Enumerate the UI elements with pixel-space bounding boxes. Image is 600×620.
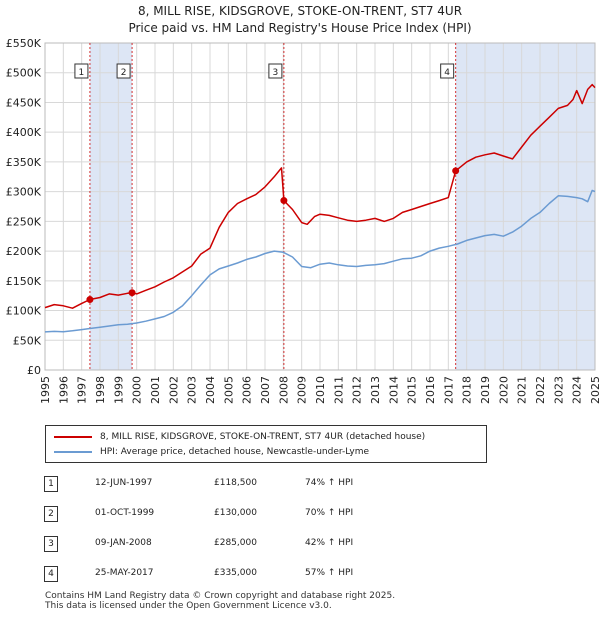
table-row: 4 25-MAY-2017 £335,000 57% ↑ HPI — [0, 564, 600, 584]
series-line-property — [44, 83, 596, 309]
y-tick-label: £0 — [27, 364, 41, 377]
table-row: 1 12-JUN-1997 £118,500 74% ↑ HPI — [0, 474, 600, 494]
sale-marker-label: 2 — [121, 68, 127, 78]
x-tick-label: 1997 — [76, 376, 89, 404]
series-line-hpi — [44, 189, 596, 333]
x-tick-label: 2006 — [241, 376, 254, 404]
x-tick-label: 2003 — [186, 376, 199, 404]
sale-point — [128, 289, 136, 297]
sale-marker-label: 3 — [273, 68, 279, 78]
chart-title-line1: 8, MILL RISE, KIDSGROVE, STOKE-ON-TRENT,… — [137, 4, 463, 18]
y-tick-label: £100K — [6, 305, 42, 318]
footer-license: This data is licensed under the Open Gov… — [45, 601, 332, 611]
footer-copyright: Contains HM Land Registry data © Crown c… — [45, 591, 396, 601]
x-tick-label: 2007 — [259, 376, 272, 404]
y-tick-label: £350K — [6, 156, 42, 169]
sale-marker-box — [116, 63, 131, 79]
table-row: 2 01-OCT-1999 £130,000 70% ↑ HPI — [0, 504, 600, 524]
legend-swatch-property — [54, 436, 92, 438]
chart-title-line2: Price paid vs. HM Land Registry's House … — [128, 21, 472, 35]
sale-marker-box — [440, 63, 455, 79]
x-tick-label: 2024 — [571, 376, 584, 404]
row-number-badge: 2 — [44, 506, 58, 522]
x-tick-label: 2002 — [167, 376, 180, 404]
x-tick-label: 2010 — [314, 376, 327, 404]
row-hpi-change: 70% ↑ HPI — [305, 508, 354, 518]
row-number-badge: 4 — [44, 566, 58, 582]
row-date: 09-JAN-2008 — [95, 538, 152, 548]
row-hpi-change: 42% ↑ HPI — [305, 538, 354, 548]
x-tick-label: 2001 — [149, 376, 162, 404]
x-tick-label: 2000 — [131, 376, 144, 404]
sale-marker-label: 4 — [444, 68, 450, 78]
row-date: 01-OCT-1999 — [95, 508, 155, 518]
x-tick-label: 2012 — [351, 376, 364, 404]
legend: 8, MILL RISE, KIDSGROVE, STOKE-ON-TRENT,… — [45, 425, 487, 463]
y-tick-label: £550K — [6, 37, 42, 50]
footer: Contains HM Land Registry data © Crown c… — [45, 591, 395, 611]
row-price: £285,000 — [214, 538, 257, 548]
y-tick-label: £200K — [6, 245, 42, 258]
table-row: 3 09-JAN-2008 £285,000 42% ↑ HPI — [0, 534, 600, 554]
x-tick-label: 2005 — [222, 376, 235, 404]
y-tick-label: £300K — [6, 186, 42, 199]
x-tick-label: 2008 — [277, 376, 290, 404]
price-chart: £0 £50K £100K £150K £200K £250K £300K £350K £400… — [6, 37, 600, 404]
x-tick-label: 2014 — [387, 376, 400, 404]
x-tick-label: 2013 — [369, 376, 382, 404]
row-price: £118,500 — [214, 478, 257, 488]
x-tick-label: 2020 — [497, 376, 510, 404]
row-hpi-change: 57% ↑ HPI — [305, 568, 354, 578]
x-tick-label: 2019 — [479, 376, 492, 404]
sale-point — [86, 296, 94, 304]
row-price: £335,000 — [214, 568, 257, 578]
x-tick-label: 1995 — [39, 376, 52, 404]
sale-marker-box — [268, 63, 283, 79]
legend-item-property: 8, MILL RISE, KIDSGROVE, STOKE-ON-TRENT,… — [54, 430, 425, 444]
legend-item-hpi: HPI: Average price, detached house, Newc… — [54, 445, 369, 459]
x-tick-label: 2018 — [461, 376, 474, 404]
sale-point — [452, 167, 460, 175]
y-tick-label: £150K — [6, 275, 42, 288]
legend-swatch-hpi — [54, 451, 92, 453]
row-date: 12-JUN-1997 — [95, 478, 153, 488]
row-hpi-change: 74% ↑ HPI — [305, 478, 354, 488]
sale-band — [455, 43, 595, 370]
x-tick-label: 2023 — [552, 376, 565, 404]
row-date: 25-MAY-2017 — [95, 568, 154, 578]
legend-label-property: 8, MILL RISE, KIDSGROVE, STOKE-ON-TRENT,… — [100, 432, 426, 442]
x-tick-label: 2009 — [296, 376, 309, 404]
x-tick-label: 2016 — [424, 376, 437, 404]
x-tick-label: 2022 — [534, 376, 547, 404]
x-tick-label: 1996 — [57, 376, 70, 404]
legend-label-hpi: HPI: Average price, detached house, Newc… — [100, 447, 370, 457]
y-tick-label: £250K — [6, 215, 42, 228]
x-tick-label: 1998 — [94, 376, 107, 404]
x-tick-label: 1999 — [112, 376, 125, 404]
sale-marker-label: 1 — [79, 68, 85, 78]
row-number-badge: 1 — [44, 476, 58, 492]
sale-point — [280, 197, 288, 205]
x-tick-label: 2025 — [589, 376, 600, 404]
y-tick-label: £450K — [6, 96, 42, 109]
y-tick-label: £400K — [6, 126, 42, 139]
sale-band — [89, 43, 133, 370]
y-tick-label: £50K — [13, 334, 42, 347]
row-price: £130,000 — [214, 508, 257, 518]
row-number-badge: 3 — [44, 536, 58, 552]
y-tick-label: £500K — [6, 67, 42, 80]
x-tick-label: 2015 — [406, 376, 419, 404]
x-tick-label: 2017 — [442, 376, 455, 404]
plot-border — [44, 42, 596, 371]
x-tick-label: 2021 — [516, 376, 529, 404]
x-tick-label: 2004 — [204, 376, 217, 404]
sale-marker-box — [74, 63, 89, 79]
x-tick-label: 2011 — [332, 376, 345, 404]
